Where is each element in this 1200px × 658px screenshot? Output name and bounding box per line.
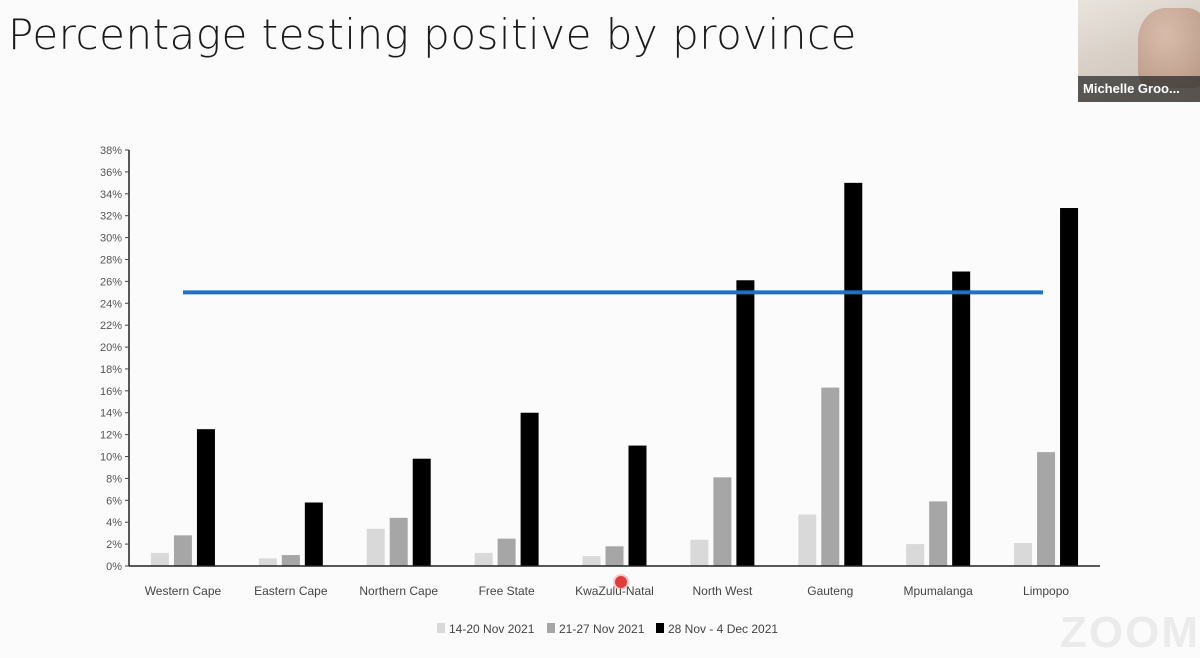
legend-label-2: 28 Nov - 4 Dec 2021 bbox=[668, 622, 778, 636]
y-tick-label: 24% bbox=[100, 298, 122, 310]
y-axis: 0% 2% 4% 6% 8% 10% 12% 14% 16% 18% 20% 22% 24% 26% 28%… bbox=[100, 145, 130, 573]
participant-video-feed bbox=[1138, 8, 1200, 88]
y-tick-label: 36% bbox=[100, 167, 122, 179]
bar-2-1 bbox=[304, 502, 323, 566]
slide-title: Percentage testing positive by province bbox=[8, 10, 857, 59]
presenter-pointer-icon bbox=[615, 576, 627, 588]
bar-2-6 bbox=[844, 182, 863, 566]
y-tick-label: 18% bbox=[100, 364, 122, 376]
bar-1-3 bbox=[497, 538, 516, 566]
bar-2-0 bbox=[196, 429, 215, 566]
bar-0-7 bbox=[906, 544, 925, 566]
legend-swatch-0 bbox=[437, 623, 445, 633]
x-category-label: Limpopo bbox=[1023, 584, 1069, 598]
bar-2-2 bbox=[412, 458, 431, 566]
y-tick-label: 26% bbox=[100, 276, 122, 288]
bar-2-7 bbox=[952, 271, 971, 566]
bar-1-1 bbox=[281, 555, 300, 566]
bar-0-1 bbox=[258, 558, 277, 566]
bar-marks bbox=[150, 182, 1079, 566]
bar-1-4 bbox=[605, 546, 624, 566]
y-tick-label: 0% bbox=[106, 561, 122, 573]
participant-name: Michelle Groo... bbox=[1078, 76, 1200, 102]
y-tick-label: 16% bbox=[100, 386, 122, 398]
bar-0-4 bbox=[582, 556, 601, 566]
bar-0-2 bbox=[366, 528, 385, 566]
x-category-label: Mpumalanga bbox=[903, 584, 973, 598]
bar-0-0 bbox=[150, 552, 169, 566]
bar-1-2 bbox=[389, 517, 408, 566]
legend-label-0: 14-20 Nov 2021 bbox=[449, 622, 535, 636]
bar-1-8 bbox=[1037, 452, 1056, 566]
x-category-label: Western Cape bbox=[145, 584, 222, 598]
bar-0-8 bbox=[1014, 543, 1033, 566]
bar-0-6 bbox=[798, 514, 817, 566]
x-category-label: Gauteng bbox=[807, 584, 853, 598]
bar-0-5 bbox=[690, 539, 709, 566]
y-tick-label: 38% bbox=[100, 145, 122, 157]
bar-0-3 bbox=[474, 552, 493, 566]
y-tick-label: 14% bbox=[100, 408, 122, 420]
bar-2-4 bbox=[628, 445, 647, 566]
y-tick-label: 32% bbox=[100, 211, 122, 223]
y-tick-label: 28% bbox=[100, 254, 122, 266]
x-category-label: Free State bbox=[479, 584, 535, 598]
y-tick-label: 12% bbox=[100, 430, 122, 442]
bar-1-6 bbox=[821, 387, 840, 566]
bar-1-5 bbox=[713, 477, 732, 566]
bar-2-8 bbox=[1060, 208, 1079, 566]
bar-1-7 bbox=[929, 501, 948, 566]
x-category-label: KwaZulu-Natal bbox=[575, 584, 654, 598]
zoom-watermark: ZOOM bbox=[1060, 608, 1200, 657]
x-category-label: North West bbox=[692, 584, 752, 598]
y-tick-label: 10% bbox=[100, 452, 122, 464]
bar-2-3 bbox=[520, 412, 539, 566]
legend-label-1: 21-27 Nov 2021 bbox=[559, 622, 645, 636]
legend: 14-20 Nov 2021 21-27 Nov 2021 28 Nov - 4 D… bbox=[437, 622, 778, 636]
x-axis: Western Cape Eastern Cape Northern Cape Fre… bbox=[129, 565, 1100, 598]
participant-video-tile[interactable]: Michelle Groo... bbox=[1078, 0, 1200, 102]
y-tick-label: 30% bbox=[100, 233, 122, 245]
y-tick-label: 6% bbox=[106, 495, 122, 507]
x-category-label: Eastern Cape bbox=[254, 584, 328, 598]
y-tick-label: 2% bbox=[106, 539, 122, 551]
legend-swatch-2 bbox=[656, 623, 664, 633]
x-category-label: Northern Cape bbox=[359, 584, 438, 598]
legend-swatch-1 bbox=[547, 623, 555, 633]
y-tick-label: 34% bbox=[100, 189, 122, 201]
y-tick-label: 8% bbox=[106, 473, 122, 485]
bar-1-0 bbox=[173, 535, 192, 566]
y-tick-label: 20% bbox=[100, 342, 122, 354]
y-tick-label: 4% bbox=[106, 517, 122, 529]
bar-2-5 bbox=[736, 280, 755, 566]
y-tick-label: 22% bbox=[100, 320, 122, 332]
